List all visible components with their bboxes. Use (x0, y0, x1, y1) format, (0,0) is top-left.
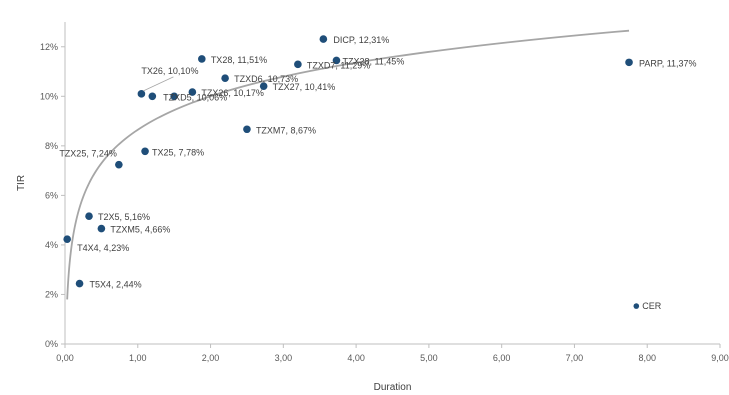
y-tick-label: 4% (45, 240, 58, 250)
data-point (243, 125, 251, 134)
point-label: TZX26, 10,17% (201, 88, 264, 98)
point-label: TX28, 11,51% (211, 55, 267, 65)
axes: 0% 2% 4% 6% 8% 10% 12% 0,00 1,00 2,00 3,00 4,00 5,00… (40, 22, 729, 363)
x-axis-title: Duration (374, 382, 412, 393)
point-label: TZXD6, 10,73% (234, 74, 298, 84)
point-label: CER (642, 301, 662, 311)
point-label: T2X5, 5,16% (98, 212, 150, 222)
data-point (97, 224, 106, 233)
x-tick-label: 2,00 (202, 353, 220, 363)
y-tick-label: 10% (40, 91, 58, 101)
point-label: T4X4, 4,23% (77, 243, 129, 253)
x-tick-label: 1,00 (129, 353, 147, 363)
y-tick-label: 12% (40, 42, 58, 52)
point-label: TZX25, 7,24% (59, 149, 117, 159)
point-label: T5X4, 2,44% (90, 280, 142, 290)
points-group (63, 35, 640, 309)
point-label: TZXD7, 11,29% (307, 60, 370, 70)
x-tick-label: 5,00 (420, 353, 438, 363)
label-leader-line (143, 76, 174, 92)
data-point (137, 90, 146, 98)
y-tick-label: 0% (45, 339, 58, 349)
trendline (66, 29, 630, 300)
point-label: PARP, 11,37% (639, 58, 697, 68)
data-point (188, 88, 197, 96)
data-point (319, 35, 328, 43)
data-point (221, 74, 229, 83)
y-tick-label: 8% (45, 141, 58, 151)
point-label: TZXM5, 4,66% (110, 225, 170, 235)
data-point (198, 55, 206, 63)
data-point (115, 160, 123, 169)
x-tick-label: 3,00 (275, 353, 293, 363)
data-point (625, 58, 633, 67)
x-tick-label: 4,00 (347, 353, 365, 363)
point-label: TX26, 10,10% (141, 66, 198, 76)
x-tick-label: 6,00 (493, 353, 511, 363)
y-axis-title: TIR (16, 175, 27, 191)
data-point (294, 60, 302, 69)
point-label: TX25, 7,78% (152, 147, 204, 157)
x-tick-label: 0,00 (56, 353, 74, 363)
point-label: TZXM7, 8,67% (256, 125, 316, 135)
y-tick-label: 2% (45, 289, 58, 299)
data-point (170, 92, 178, 101)
point-label: DICP, 12,31% (333, 35, 389, 45)
x-tick-label: 7,00 (566, 353, 584, 363)
trendline-group (66, 29, 630, 300)
point-label: TZX27, 10,41% (273, 82, 336, 92)
data-point (148, 92, 157, 101)
data-point (85, 212, 93, 220)
x-tick-label: 8,00 (638, 353, 656, 363)
point-label: TZXD5, 10,06% (163, 92, 227, 102)
point-label: TZX28, 11,45% (342, 56, 404, 66)
y-tick-label: 6% (45, 190, 58, 200)
data-point (633, 303, 640, 309)
point-labels-group: T4X4, 4,23% T5X4, 2,44% T2X5, 5,16% TZXM5, … (59, 35, 696, 311)
data-point (259, 82, 268, 90)
data-point (75, 279, 84, 288)
data-point (141, 147, 149, 156)
data-point (63, 235, 71, 244)
data-point (332, 56, 341, 65)
x-tick-label: 9,00 (711, 353, 729, 363)
